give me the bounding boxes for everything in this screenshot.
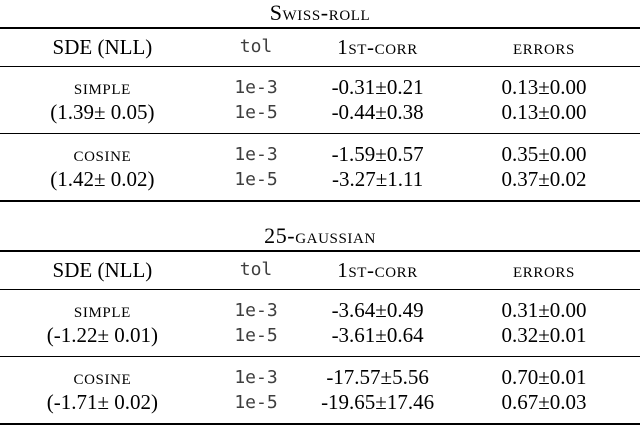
tol-cell: 1e-3 1e-5 xyxy=(204,133,308,202)
sde-name: cosine xyxy=(73,365,132,389)
col-header-sde-nll: SDE (NLL) xyxy=(0,250,205,290)
corr-value: -19.65±17.46 xyxy=(321,390,435,414)
tol-cell: 1e-3 1e-5 xyxy=(204,356,308,425)
sde-cell: cosine (-1.71± 0.02) xyxy=(0,356,205,425)
sde-cell: simple (1.39± 0.05) xyxy=(0,66,205,134)
corr-cell: -1.59±0.57 -3.27±1.11 xyxy=(307,133,448,202)
tol-value: 1e-5 xyxy=(234,392,278,413)
tol-value: 1e-5 xyxy=(234,325,278,346)
table-row-simple: simple (1.39± 0.05) 1e-3 1e-5 -0.31±0.21… xyxy=(0,66,640,134)
corr-value: -3.64±0.49 xyxy=(331,298,424,322)
errors-value: 0.35±0.00 xyxy=(501,142,587,166)
tol-value: 1e-3 xyxy=(234,77,278,98)
corr-cell: -17.57±5.56 -19.65±17.46 xyxy=(307,356,448,425)
table-row-cosine: cosine (-1.71± 0.02) 1e-3 1e-5 -17.57±5.… xyxy=(0,356,640,425)
tol-value: 1e-5 xyxy=(234,169,278,190)
errors-value: 0.31±0.00 xyxy=(501,298,587,322)
corr-value: -3.27±1.11 xyxy=(331,167,424,191)
table-title: 25-gaussian xyxy=(264,223,376,248)
corr-value: -0.44±0.38 xyxy=(331,100,424,124)
nll-value: (-1.22± 0.01) xyxy=(46,323,159,347)
header-row: SDE (NLL) tol 1st-corr errors xyxy=(0,250,640,290)
corr-cell: -0.31±0.21 -0.44±0.38 xyxy=(307,66,448,134)
errors-value: 0.32±0.01 xyxy=(501,323,587,347)
col-header-1st-corr: 1st-corr xyxy=(307,250,448,290)
sde-name: simple xyxy=(73,298,131,322)
table-row-simple: simple (-1.22± 0.01) 1e-3 1e-5 -3.64±0.4… xyxy=(0,289,640,357)
corr-value: -1.59±0.57 xyxy=(331,142,424,166)
errors-cell: 0.13±0.00 0.13±0.00 xyxy=(447,66,640,134)
nll-value: (1.42± 0.02) xyxy=(50,167,155,191)
table-separator xyxy=(0,202,640,224)
table-title: Swiss-roll xyxy=(269,0,371,25)
errors-value: 0.13±0.00 xyxy=(501,75,587,99)
tol-value: 1e-3 xyxy=(234,367,278,388)
col-header-errors: errors xyxy=(447,27,640,67)
corr-value: -17.57±5.56 xyxy=(326,365,429,389)
errors-value: 0.37±0.02 xyxy=(501,167,587,191)
col-header-tol: tol xyxy=(204,250,308,290)
table-swiss-roll: Swiss-roll SDE (NLL) tol 1st-corr errors… xyxy=(0,1,640,202)
errors-cell: 0.31±0.00 0.32±0.01 xyxy=(447,289,640,357)
tol-value: 1e-5 xyxy=(234,102,278,123)
sde-cell: cosine (1.42± 0.02) xyxy=(0,133,205,202)
table-row-cosine: cosine (1.42± 0.02) 1e-3 1e-5 -1.59±0.57… xyxy=(0,133,640,202)
nll-value: (1.39± 0.05) xyxy=(50,100,155,124)
col-header-errors: errors xyxy=(447,250,640,290)
corr-value: -3.61±0.64 xyxy=(331,323,424,347)
tol-cell: 1e-3 1e-5 xyxy=(204,66,308,134)
tol-cell: 1e-3 1e-5 xyxy=(204,289,308,357)
errors-value: 0.13±0.00 xyxy=(501,100,587,124)
errors-value: 0.67±0.03 xyxy=(501,390,587,414)
corr-cell: -3.64±0.49 -3.61±0.64 xyxy=(307,289,448,357)
tol-value: 1e-3 xyxy=(234,300,278,321)
corr-value: -0.31±0.21 xyxy=(331,75,424,99)
header-row: SDE (NLL) tol 1st-corr errors xyxy=(0,27,640,67)
col-header-tol: tol xyxy=(204,27,308,67)
sde-cell: simple (-1.22± 0.01) xyxy=(0,289,205,357)
results-table: SDE (NLL) tol 1st-corr errors simple (1.… xyxy=(0,27,640,202)
table-25-gaussian: 25-gaussian SDE (NLL) tol 1st-corr error… xyxy=(0,224,640,425)
errors-value: 0.70±0.01 xyxy=(501,365,587,389)
tol-value: 1e-3 xyxy=(234,144,278,165)
sde-name: cosine xyxy=(73,142,132,166)
sde-name: simple xyxy=(73,75,131,99)
results-table: SDE (NLL) tol 1st-corr errors simple (-1… xyxy=(0,250,640,425)
col-header-sde-nll: SDE (NLL) xyxy=(0,27,205,67)
nll-value: (-1.71± 0.02) xyxy=(46,390,159,414)
col-header-1st-corr: 1st-corr xyxy=(307,27,448,67)
errors-cell: 0.35±0.00 0.37±0.02 xyxy=(447,133,640,202)
errors-cell: 0.70±0.01 0.67±0.03 xyxy=(447,356,640,425)
